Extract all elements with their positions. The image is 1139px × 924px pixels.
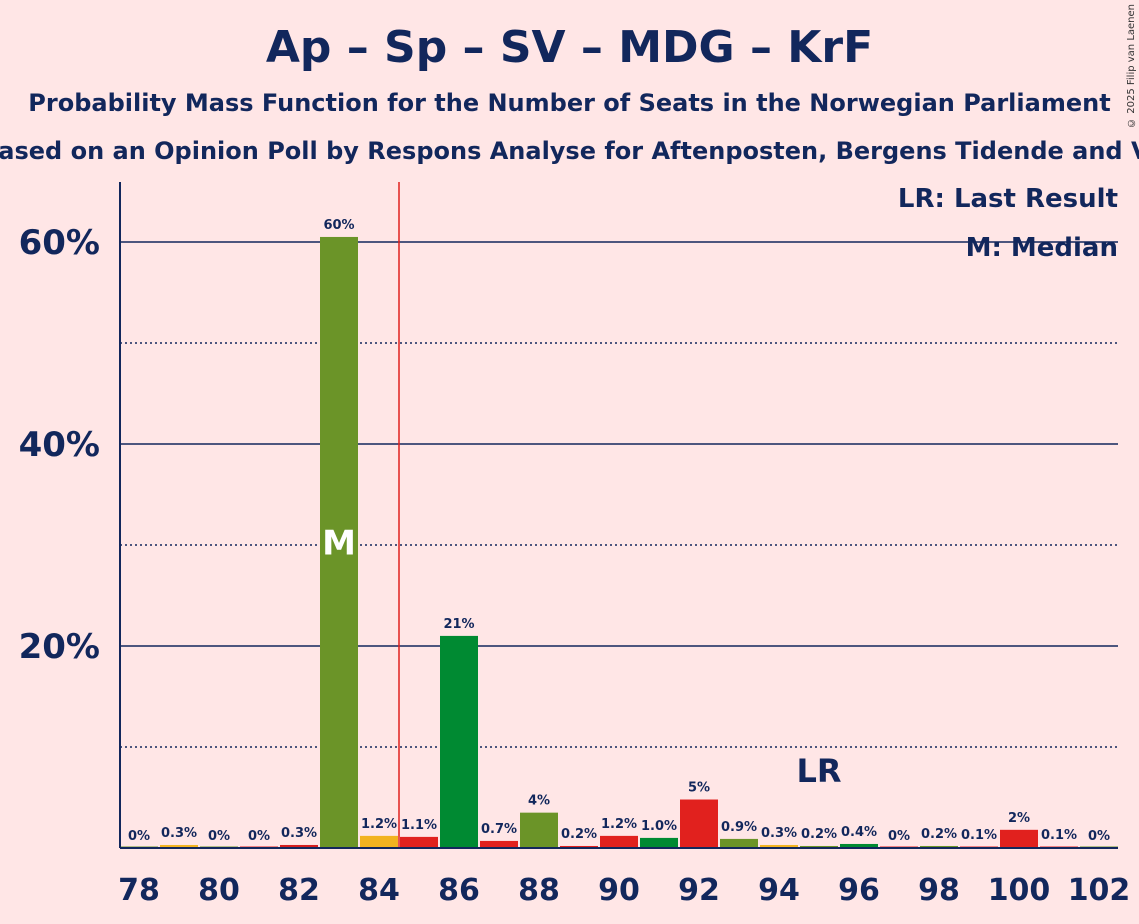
value-label-seat-80: 0% xyxy=(208,829,230,844)
value-label-seat-83: 60% xyxy=(323,218,354,233)
x-tick-label: 94 xyxy=(758,873,800,908)
value-label-seat-93: 0.9% xyxy=(721,820,757,835)
bar-seat-100 xyxy=(1000,829,1038,848)
y-tick-label: 60% xyxy=(19,223,100,263)
bar-seat-95 xyxy=(800,845,838,848)
value-label-seat-79: 0.3% xyxy=(161,826,197,841)
bar-seat-88 xyxy=(520,812,558,848)
bar-seat-86 xyxy=(440,635,478,848)
bar-seat-89 xyxy=(560,845,598,848)
value-label-seat-96: 0.4% xyxy=(841,825,877,840)
bar-seat-98 xyxy=(920,845,958,848)
legend-median: M: Median xyxy=(965,233,1118,263)
chart-subtitle: Probability Mass Function for the Number… xyxy=(28,89,1111,117)
value-label-seat-88: 4% xyxy=(528,794,550,809)
value-label-seat-101: 0.1% xyxy=(1041,828,1077,843)
value-label-seat-84: 1.2% xyxy=(361,817,397,832)
y-tick-label: 20% xyxy=(19,627,100,667)
last-result-marker: LR xyxy=(796,752,841,790)
bar-seat-84 xyxy=(360,835,398,848)
x-tick-label: 100 xyxy=(988,873,1051,908)
value-label-seat-90: 1.2% xyxy=(601,817,637,832)
bar-seat-82 xyxy=(280,844,318,848)
value-label-seat-100: 2% xyxy=(1008,811,1030,826)
x-tick-label: 86 xyxy=(438,873,480,908)
bar-seat-90 xyxy=(600,835,638,848)
x-tick-label: 78 xyxy=(118,873,160,908)
x-tick-label: 88 xyxy=(518,873,560,908)
x-tick-label: 82 xyxy=(278,873,320,908)
value-label-seat-82: 0.3% xyxy=(281,826,317,841)
legend-last-result: LR: Last Result xyxy=(897,184,1118,214)
bar-seat-96 xyxy=(840,843,878,848)
value-label-seat-92: 5% xyxy=(688,781,710,796)
value-label-seat-99: 0.1% xyxy=(961,828,997,843)
value-label-seat-89: 0.2% xyxy=(561,827,597,842)
bar-seat-85 xyxy=(400,836,438,848)
x-tick-label: 84 xyxy=(358,873,400,908)
value-label-seat-94: 0.3% xyxy=(761,826,797,841)
bar-seat-91 xyxy=(640,837,678,848)
value-label-seat-87: 0.7% xyxy=(481,822,517,837)
chart-title: Ap – Sp – SV – MDG – KrF xyxy=(265,22,874,73)
bar-seat-93 xyxy=(720,838,758,848)
x-tick-label: 90 xyxy=(598,873,640,908)
value-label-seat-81: 0% xyxy=(248,829,270,844)
x-tick-label: 80 xyxy=(198,873,240,908)
value-label-seat-86: 21% xyxy=(443,617,474,632)
x-tick-label: 102 xyxy=(1068,873,1131,908)
value-label-seat-98: 0.2% xyxy=(921,827,957,842)
x-tick-label: 98 xyxy=(918,873,960,908)
y-tick-label: 40% xyxy=(19,425,100,465)
bar-seat-94 xyxy=(760,844,798,848)
chart-source: Based on an Opinion Poll by Respons Anal… xyxy=(0,137,1139,165)
value-label-seat-97: 0% xyxy=(888,829,910,844)
value-label-seat-91: 1.0% xyxy=(641,819,677,834)
value-label-seat-85: 1.1% xyxy=(401,818,437,833)
bar-seat-92 xyxy=(680,799,718,848)
value-label-seat-78: 0% xyxy=(128,829,150,844)
value-label-seat-102: 0% xyxy=(1088,829,1110,844)
x-tick-label: 92 xyxy=(678,873,720,908)
bar-seat-87 xyxy=(480,840,518,848)
median-marker: M xyxy=(322,523,356,563)
bar-seat-83 xyxy=(320,236,358,848)
bar-seat-79 xyxy=(160,844,198,848)
value-label-seat-95: 0.2% xyxy=(801,827,837,842)
x-tick-label: 96 xyxy=(838,873,880,908)
